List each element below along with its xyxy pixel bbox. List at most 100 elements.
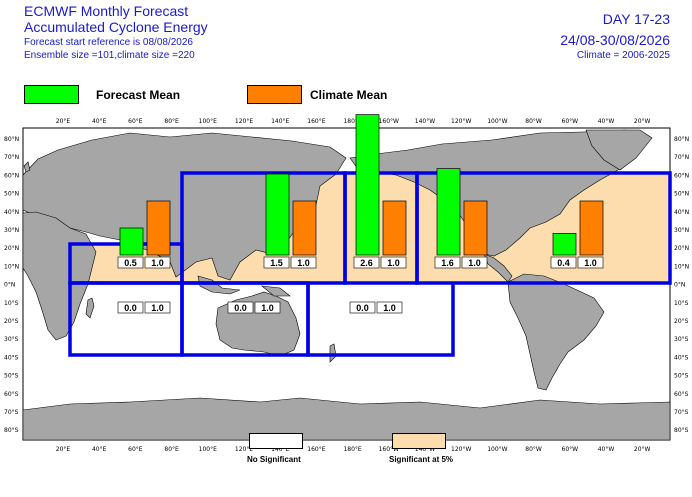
forecast-value-4: 0.4	[557, 258, 570, 268]
forecast-value-0: 0.5	[124, 258, 137, 268]
land-uk	[23, 161, 31, 173]
ace-map-chart: 20°E 20°E 40°E 40°E 60°E 60°E 80°E 80°E 100°E 100…	[4, 114, 689, 453]
forecast-legend-swatch	[24, 85, 79, 104]
y-tick-right-12: 40°S	[674, 354, 689, 361]
y-tick-left-0: 80°N	[4, 136, 19, 143]
x-tick-bottom-5: 120°E	[235, 446, 253, 453]
x-tick-bottom-8: 180°E	[343, 446, 361, 453]
date-range: 24/08-30/08/2026	[560, 32, 670, 48]
x-tick-bottom-0: 20°E	[56, 446, 71, 453]
climate-legend-swatch	[247, 85, 302, 104]
no-significant-swatch	[249, 433, 303, 449]
climate-value-3: 1.0	[468, 258, 481, 268]
x-tick-top-5: 120°E	[235, 118, 253, 125]
climate-bar-1	[292, 200, 317, 256]
y-tick-left-13: 50°S	[4, 373, 19, 380]
climate-label-box-5	[144, 301, 171, 314]
y-tick-left-16: 80°S	[4, 427, 19, 434]
x-tick-bottom-2: 60°E	[128, 446, 143, 453]
forecast-label-box-6	[227, 301, 254, 314]
x-tick-top-3: 80°E	[164, 118, 179, 125]
climate-label-box-7	[376, 301, 403, 314]
x-tick-bottom-9: 160°W	[379, 446, 399, 453]
y-tick-left-2: 60°N	[4, 172, 19, 179]
x-tick-top-13: 80°W	[525, 118, 542, 125]
x-tick-bottom-15: 40°W	[598, 446, 615, 453]
climate-bar-0	[146, 200, 171, 256]
land-new-guinea	[261, 285, 291, 297]
climate-value-2: 1.0	[387, 258, 400, 268]
x-tick-bottom-16: 20°W	[634, 446, 651, 453]
x-tick-top-9: 160°W	[379, 118, 399, 125]
x-tick-bottom-13: 80°W	[525, 446, 542, 453]
y-tick-left-9: 10°S	[4, 300, 19, 307]
climate-label-box-6	[254, 301, 281, 314]
title-line-2: Accumulated Cyclone Energy	[24, 19, 208, 35]
y-tick-right-0: 80°N	[674, 136, 689, 143]
y-tick-left-1: 70°N	[4, 154, 19, 161]
climate-value-5: 1.0	[151, 303, 164, 313]
climate-value-7: 1.0	[383, 303, 396, 313]
y-tick-left-4: 40°N	[4, 209, 19, 216]
y-tick-right-11: 30°S	[674, 336, 689, 343]
y-tick-left-3: 50°N	[4, 191, 19, 198]
forecast-value-6: 0.0	[234, 303, 247, 313]
land-greenland	[585, 129, 653, 171]
ensemble-size-text: Ensemble size =101,climate size =220	[24, 50, 195, 61]
x-tick-top-10: 140°W	[415, 118, 435, 125]
climate-label-box-3	[461, 256, 488, 269]
y-tick-left-12: 40°S	[4, 354, 19, 361]
y-tick-left-7: 10°N	[4, 263, 19, 270]
bar-group: 0.5 1.0 1.5 1.0 2.6 1.0 1.6 1.0 0.4 1.0 0.0 1.0 0.0 1…	[117, 114, 604, 314]
y-tick-right-5: 30°N	[674, 227, 689, 234]
no-significant-label: No Significant	[247, 455, 301, 464]
x-tick-top-0: 20°E	[56, 118, 71, 125]
forecast-legend-label: Forecast Mean	[96, 88, 181, 102]
outline-atlantic-epac	[415, 171, 672, 285]
climate-label-box-2	[380, 256, 407, 269]
forecast-bar-1	[265, 173, 290, 256]
y-tick-right-10: 20°S	[674, 318, 689, 325]
x-tick-bottom-14: 60°W	[562, 446, 579, 453]
y-tick-right-14: 60°S	[674, 391, 689, 398]
basin-outlines	[68, 171, 672, 357]
climate-value-6: 1.0	[261, 303, 274, 313]
forecast-value-3: 1.6	[441, 258, 454, 268]
forecast-label-box-2	[353, 256, 380, 269]
y-tick-left-5: 30°N	[4, 227, 19, 234]
forecast-value-5: 0.0	[124, 303, 137, 313]
forecast-bar-4	[552, 233, 577, 256]
climate-label-box-0	[144, 256, 171, 269]
x-tick-bottom-6: 140°E	[271, 446, 289, 453]
significant-label: Significant at 5%	[389, 455, 454, 464]
x-tick-top-15: 40°W	[598, 118, 615, 125]
x-tick-bottom-12: 100°W	[487, 446, 507, 453]
forecast-start-text: Forecast start reference is 08/08/2026	[24, 37, 193, 48]
y-tick-right-3: 50°N	[674, 191, 689, 198]
day-range: DAY 17-23	[602, 11, 670, 27]
y-tick-left-10: 20°S	[4, 318, 19, 325]
y-tick-right-7: 10°N	[674, 263, 689, 270]
forecast-value-7: 0.0	[356, 303, 369, 313]
x-tick-top-2: 60°E	[128, 118, 143, 125]
x-tick-top-1: 40°E	[92, 118, 107, 125]
climate-legend-label: Climate Mean	[310, 88, 388, 102]
forecast-bar-3	[436, 168, 461, 256]
climate-value-1: 1.0	[297, 258, 310, 268]
climate-value-4: 1.0	[584, 258, 597, 268]
forecast-label-box-4	[550, 256, 577, 269]
x-tick-top-14: 60°W	[562, 118, 579, 125]
climate-label-box-1	[290, 256, 317, 269]
y-tick-left-6: 20°N	[4, 245, 19, 252]
y-tick-right-4: 40°N	[674, 209, 689, 216]
y-tick-left-15: 70°S	[4, 409, 19, 416]
y-tick-right-13: 50°S	[674, 373, 689, 380]
x-tick-top-6: 140°E	[271, 118, 289, 125]
y-tick-left-8: 0°N	[4, 282, 15, 289]
climate-period: Climate = 2006-2025	[576, 50, 670, 61]
land-north-america	[349, 129, 647, 257]
x-tick-top-16: 20°W	[634, 118, 651, 125]
significant-swatch	[392, 433, 446, 449]
y-tick-right-9: 10°S	[674, 300, 689, 307]
forecast-bar-0	[119, 227, 144, 256]
